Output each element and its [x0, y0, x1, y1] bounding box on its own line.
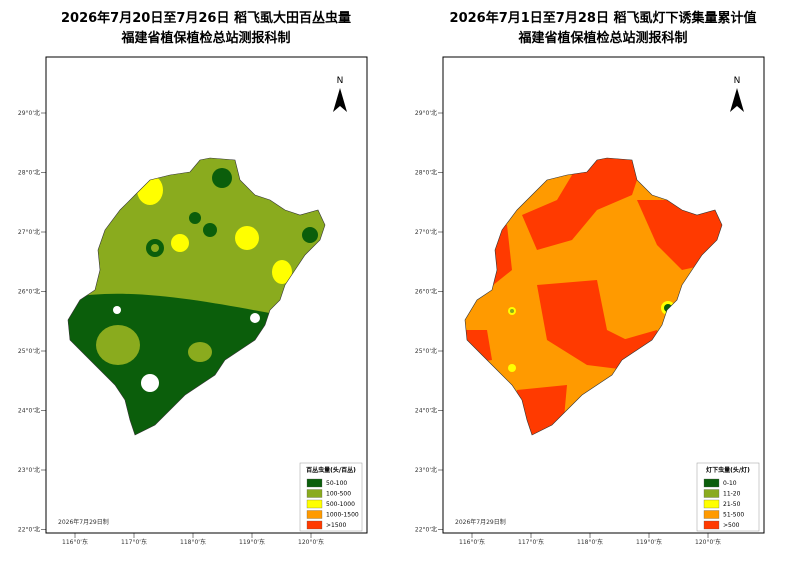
legend-label: 51-500 — [723, 512, 744, 519]
lat-label: 23°0'北 — [415, 466, 437, 474]
legend-label: 50-100 — [326, 480, 347, 487]
map-title: 2026年7月1日至7月28日 稻飞虱灯下诱集量累计值 — [450, 10, 757, 26]
legend-label: 21-50 — [723, 501, 741, 508]
lat-label: 23°0'北 — [18, 466, 40, 474]
lat-label: 24°0'北 — [415, 407, 437, 415]
legend-label: 11-20 — [723, 491, 741, 498]
date: 2026年7月29日制 — [58, 518, 109, 526]
lat-label: 27°0'北 — [415, 228, 437, 236]
lat-label: 22°0'北 — [415, 526, 437, 534]
legend-title: 百丛虫量(头/百丛) — [306, 466, 356, 474]
lon-label: 116°0'东 — [459, 538, 485, 546]
legend-swatch — [306, 510, 323, 519]
date: 2026年7月29日制 — [455, 518, 506, 526]
lon-label: 119°0'东 — [239, 538, 265, 546]
lat-label: 24°0'北 — [18, 407, 40, 415]
legend-swatch — [306, 520, 323, 530]
right-map: 2026年7月1日至7月28日 稻飞虱灯下诱集量累计值福建省植保植检总站测报科制… — [415, 10, 765, 546]
north-arrow — [730, 88, 744, 112]
lat-label: 25°0'北 — [415, 347, 437, 355]
lat-label: 25°0'北 — [18, 347, 40, 355]
legend-swatch — [306, 478, 323, 488]
lat-label: 27°0'北 — [18, 228, 40, 236]
legend-swatch — [703, 499, 720, 509]
legend-label: >500 — [723, 522, 740, 529]
lon-label: 120°0'东 — [695, 538, 721, 546]
legend-swatch — [306, 499, 323, 509]
lat-label: 22°0'北 — [18, 526, 40, 534]
lon-label: 120°0'东 — [298, 538, 324, 546]
legend-label: 0-10 — [723, 480, 737, 487]
north-label: N — [337, 76, 344, 86]
lat-label: 28°0'北 — [415, 169, 437, 177]
legend-swatch — [703, 478, 720, 488]
legend-label: 1000-1500 — [326, 512, 359, 519]
lon-label: 116°0'东 — [62, 538, 88, 546]
legend-label: 500-1000 — [326, 501, 355, 508]
legend-swatch — [306, 489, 323, 498]
map-subtitle: 福建省植保植检总站测报科制 — [120, 30, 290, 46]
legend-swatch — [703, 510, 720, 519]
legend-swatch — [703, 520, 720, 530]
lon-label: 117°0'东 — [121, 538, 147, 546]
north-label: N — [734, 76, 741, 86]
lat-label: 26°0'北 — [415, 288, 437, 296]
legend-label: 100-500 — [326, 491, 351, 498]
lat-label: 28°0'北 — [18, 169, 40, 177]
legend-title: 灯下虫量(头/灯) — [706, 466, 750, 474]
lon-label: 119°0'东 — [636, 538, 662, 546]
north-arrow — [333, 88, 347, 112]
map-title: 2026年7月20日至7月26日 稻飞虱大田百丛虫量 — [61, 10, 351, 26]
lon-label: 118°0'东 — [577, 538, 603, 546]
legend-label: >1500 — [326, 522, 346, 529]
legend-swatch — [703, 489, 720, 498]
map-subtitle: 福建省植保植检总站测报科制 — [517, 30, 687, 46]
lon-label: 117°0'东 — [518, 538, 544, 546]
lat-label: 29°0'北 — [18, 109, 40, 117]
lon-label: 118°0'东 — [180, 538, 206, 546]
lat-label: 29°0'北 — [415, 109, 437, 117]
lat-label: 26°0'北 — [18, 288, 40, 296]
